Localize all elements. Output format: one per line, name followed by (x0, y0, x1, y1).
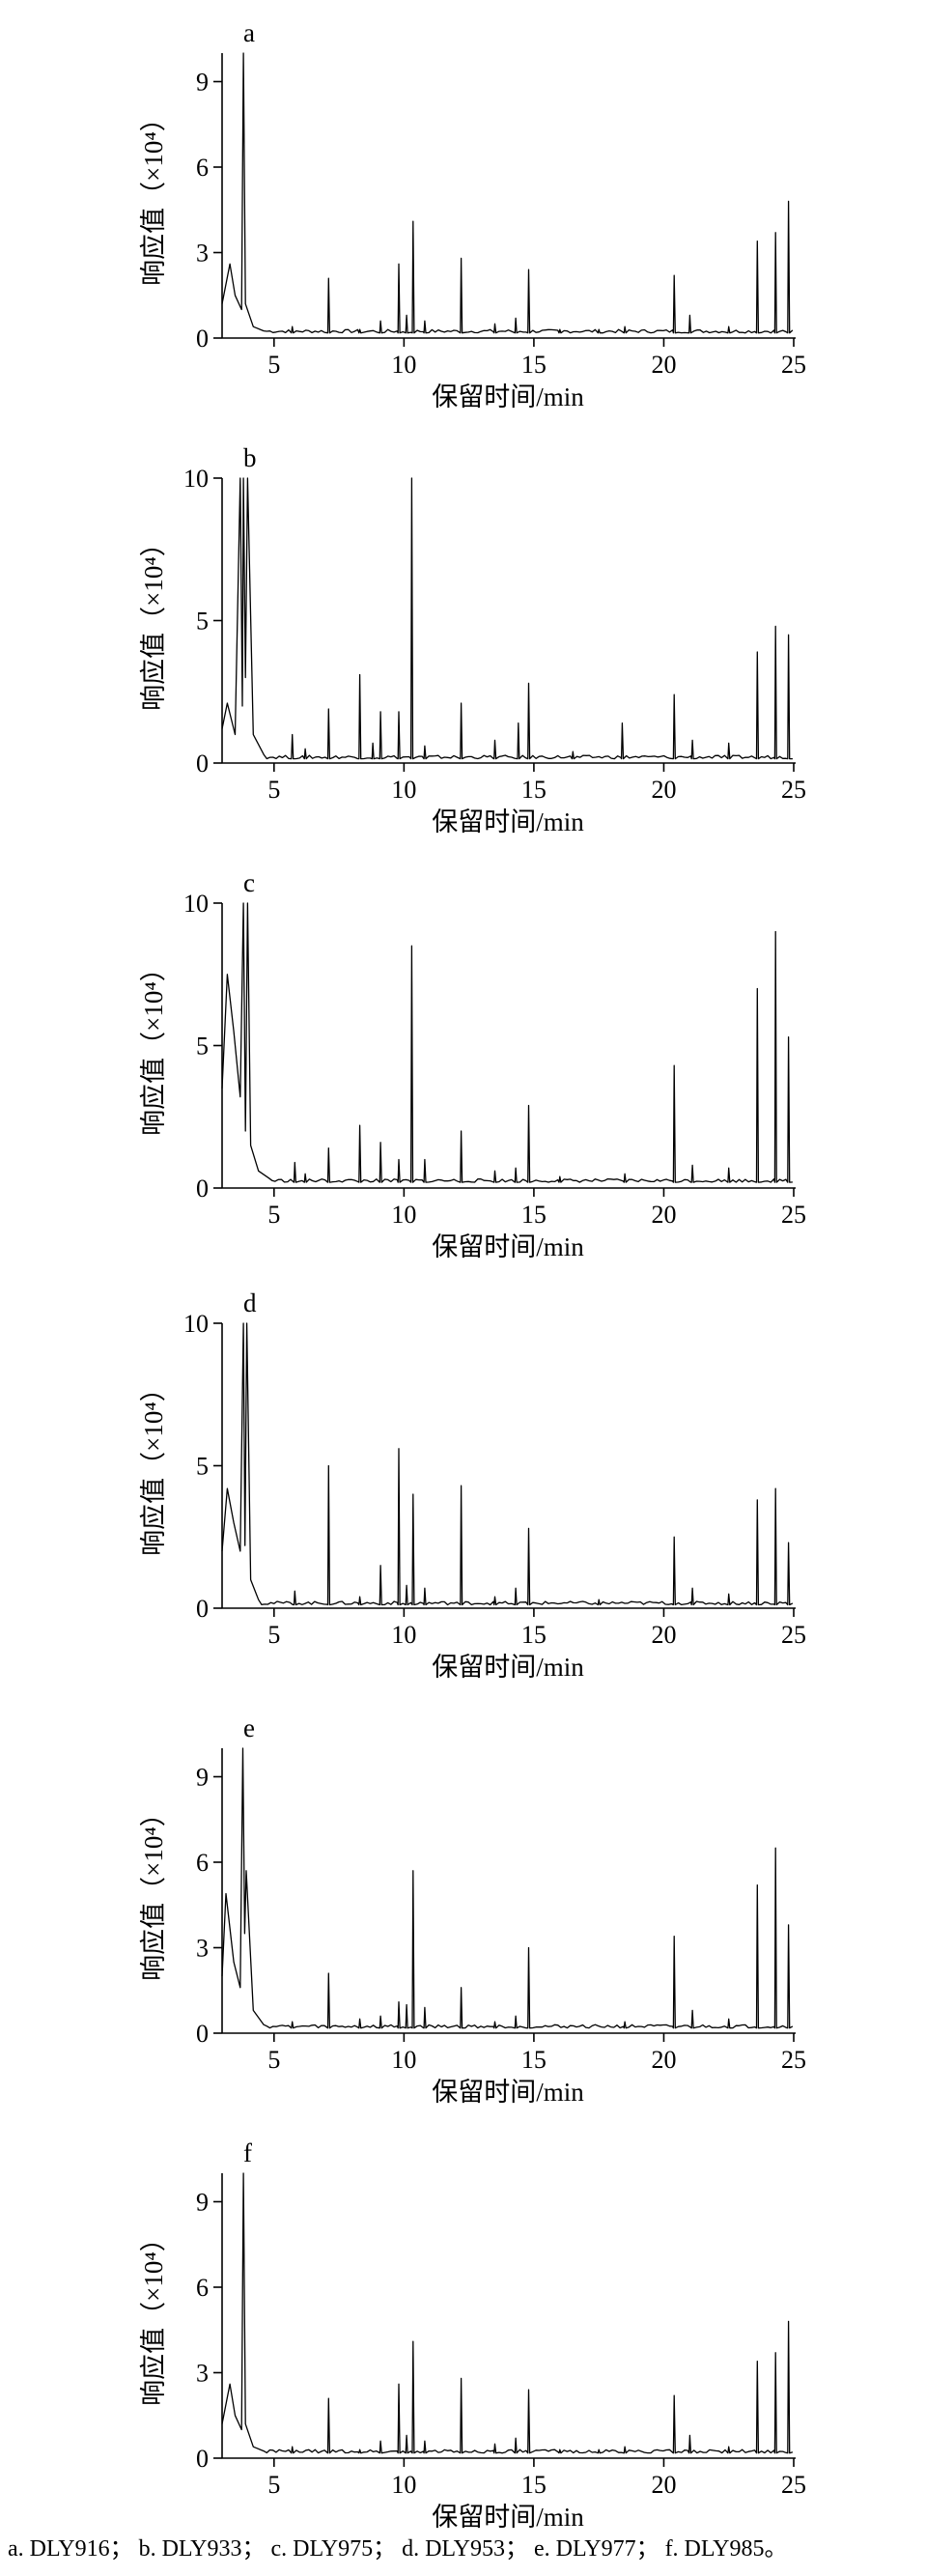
y-tick-label: 9 (196, 1764, 209, 1792)
x-tick-label: 10 (391, 2471, 416, 2499)
x-tick-label: 20 (651, 1621, 676, 1649)
x-tick-label: 5 (267, 2046, 280, 2074)
y-tick-label: 10 (183, 890, 209, 918)
x-axis-title: 保留时间/min (432, 1653, 584, 1682)
y-axis-title: 响应值（×10⁴） (139, 105, 168, 286)
x-tick-label: 15 (521, 1621, 547, 1649)
y-axis-title: 响应值（×10⁴） (139, 1800, 168, 1981)
chart-panel-a: 5 10 15 20 25 0 3 6 9 保留时间/min 响应值（×10⁴） a (139, 18, 806, 411)
y-tick-label: 3 (196, 240, 209, 268)
panel-letter: e (243, 1713, 255, 1742)
chromatogram-trace (221, 2172, 794, 2454)
chart-panel-f: 5 10 15 20 25 0 3 6 9 保留时间/min 响应值（×10⁴） f (139, 2138, 806, 2532)
y-tick-label: 5 (196, 1033, 209, 1061)
x-tick-label: 5 (267, 2471, 280, 2499)
x-tick-label: 15 (521, 2471, 547, 2499)
x-tick-label: 10 (391, 351, 416, 379)
x-tick-label: 10 (391, 1621, 416, 1649)
y-tick-label: 3 (196, 1935, 209, 1963)
panel-letter: c (243, 868, 255, 897)
y-tick-label: 0 (196, 2020, 209, 2048)
x-tick-label: 15 (521, 1201, 547, 1229)
panel-letter: a (243, 18, 255, 47)
x-tick-label: 5 (267, 776, 280, 804)
chart-panel-c: 5 10 15 20 25 0 5 10 保留时间/min 响应值（×10⁴） c (139, 868, 806, 1261)
x-tick-label: 5 (267, 351, 280, 379)
y-tick-label: 6 (196, 1849, 209, 1877)
panel-letter: f (243, 2138, 252, 2167)
y-tick-label: 6 (196, 2274, 209, 2302)
x-tick-label: 20 (651, 2471, 676, 2499)
chromatogram-trace (221, 1322, 794, 1606)
chromatogram-trace (221, 1747, 794, 2029)
x-tick-label: 25 (781, 776, 806, 804)
chart-panel-e: 5 10 15 20 25 0 3 6 9 保留时间/min 响应值（×10⁴） e (139, 1713, 806, 2107)
x-tick-label: 15 (521, 351, 547, 379)
y-axis-title: 响应值（×10⁴） (139, 530, 168, 711)
y-tick-label: 0 (196, 750, 209, 778)
x-tick-label: 25 (781, 1201, 806, 1229)
x-tick-label: 10 (391, 1201, 416, 1229)
y-tick-label: 3 (196, 2360, 209, 2388)
figure-caption: a. DLY916； b. DLY933； c. DLY975； d. DLY9… (8, 2536, 788, 2562)
x-tick-label: 10 (391, 776, 416, 804)
x-tick-label: 25 (781, 2046, 806, 2074)
y-axis-title: 响应值（×10⁴） (139, 955, 168, 1136)
x-tick-label: 15 (521, 2046, 547, 2074)
panel-letter: d (243, 1288, 257, 1317)
x-tick-label: 5 (267, 1201, 280, 1229)
y-tick-label: 0 (196, 1175, 209, 1203)
x-tick-label: 10 (391, 2046, 416, 2074)
x-axis-title: 保留时间/min (432, 382, 584, 411)
x-tick-label: 20 (651, 351, 676, 379)
x-tick-label: 5 (267, 1621, 280, 1649)
chromatogram-trace (221, 477, 793, 760)
y-tick-label: 9 (196, 2189, 209, 2217)
x-axis-title: 保留时间/min (432, 807, 584, 836)
y-tick-label: 0 (196, 1595, 209, 1623)
y-tick-label: 10 (183, 1310, 209, 1338)
x-tick-label: 20 (651, 1201, 676, 1229)
y-tick-label: 9 (196, 69, 209, 97)
chromatogram-trace (221, 902, 793, 1183)
x-tick-label: 20 (651, 776, 676, 804)
y-tick-label: 5 (196, 1453, 209, 1481)
x-tick-label: 25 (781, 351, 806, 379)
y-tick-label: 5 (196, 608, 209, 636)
x-tick-label: 15 (521, 776, 547, 804)
x-axis-title: 保留时间/min (432, 2503, 584, 2532)
y-tick-label: 0 (196, 325, 209, 353)
x-tick-label: 25 (781, 1621, 806, 1649)
panel-letter: b (243, 443, 257, 472)
y-tick-label: 10 (183, 465, 209, 493)
y-axis-title: 响应值（×10⁴） (139, 1375, 168, 1556)
y-tick-label: 6 (196, 154, 209, 182)
x-tick-label: 20 (651, 2046, 676, 2074)
x-tick-label: 25 (781, 2471, 806, 2499)
chart-panel-b: 5 10 15 20 25 0 5 10 保留时间/min 响应值（×10⁴） b (139, 443, 806, 836)
chromatogram-trace (221, 52, 794, 334)
chart-panel-d: 5 10 15 20 25 0 5 10 保留时间/min 响应值（×10⁴） d (139, 1288, 806, 1682)
x-axis-title: 保留时间/min (432, 1232, 584, 1261)
x-axis-title: 保留时间/min (432, 2078, 584, 2107)
y-tick-label: 0 (196, 2445, 209, 2473)
y-axis-title: 响应值（×10⁴） (139, 2225, 168, 2406)
